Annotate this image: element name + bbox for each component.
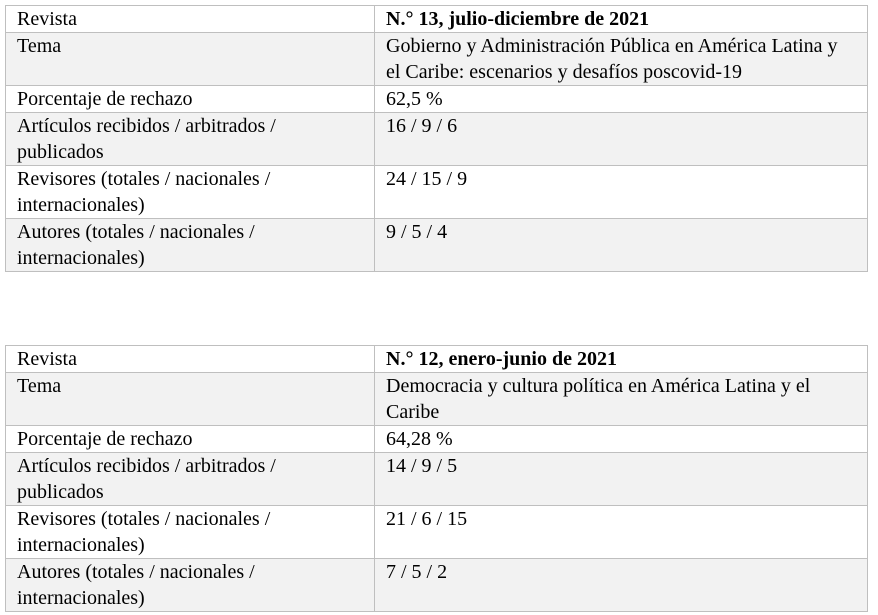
table-row: Autores (totales / nacionales / internac… xyxy=(5,218,868,272)
row-value: 62,5 % xyxy=(374,85,868,113)
row-value: N.° 12, enero-junio de 2021 xyxy=(374,345,868,373)
row-label: Autores (totales / nacionales / internac… xyxy=(5,218,375,272)
journal-table: Revista N.° 13, julio-diciembre de 2021 Te… xyxy=(5,5,868,272)
table-row: Tema Democracia y cultura política en Amé… xyxy=(5,372,868,426)
row-value: 24 / 15 / 9 xyxy=(374,165,868,219)
row-value: Gobierno y Administración Pública en Amé… xyxy=(374,32,868,86)
row-label: Autores (totales / nacionales / internac… xyxy=(5,558,375,612)
table-row: Revisores (totales / nacionales / intern… xyxy=(5,505,868,559)
row-label: Revista xyxy=(5,5,375,33)
row-value: N.° 13, julio-diciembre de 2021 xyxy=(374,5,868,33)
row-value: 16 / 9 / 6 xyxy=(374,112,868,166)
row-label: Porcentaje de rechazo xyxy=(5,425,375,453)
row-label: Artículos recibidos / arbitrados / publi… xyxy=(5,112,375,166)
row-label: Tema xyxy=(5,372,375,426)
table-row: Tema Gobierno y Administración Pública en… xyxy=(5,32,868,86)
row-value: 64,28 % xyxy=(374,425,868,453)
table-row: Porcentaje de rechazo 64,28 % xyxy=(5,425,868,453)
row-label: Porcentaje de rechazo xyxy=(5,85,375,113)
row-value: 14 / 9 / 5 xyxy=(374,452,868,506)
row-value: 21 / 6 / 15 xyxy=(374,505,868,559)
row-value: Democracia y cultura política en América… xyxy=(374,372,868,426)
row-value: 9 / 5 / 4 xyxy=(374,218,868,272)
row-label: Revisores (totales / nacionales / intern… xyxy=(5,165,375,219)
row-value: 7 / 5 / 2 xyxy=(374,558,868,612)
table-row: Revista N.° 13, julio-diciembre de 2021 xyxy=(5,5,868,33)
table-row: Porcentaje de rechazo 62,5 % xyxy=(5,85,868,113)
table-row: Revista N.° 12, enero-junio de 2021 xyxy=(5,345,868,373)
table-row: Artículos recibidos / arbitrados / publi… xyxy=(5,452,868,506)
row-label: Revista xyxy=(5,345,375,373)
row-label: Revisores (totales / nacionales / intern… xyxy=(5,505,375,559)
table-row: Artículos recibidos / arbitrados / publi… xyxy=(5,112,868,166)
table-row: Revisores (totales / nacionales / intern… xyxy=(5,165,868,219)
row-label: Tema xyxy=(5,32,375,86)
row-label: Artículos recibidos / arbitrados / publi… xyxy=(5,452,375,506)
table-row: Autores (totales / nacionales / internac… xyxy=(5,558,868,612)
journal-table: Revista N.° 12, enero-junio de 2021 Tema De… xyxy=(5,345,868,612)
